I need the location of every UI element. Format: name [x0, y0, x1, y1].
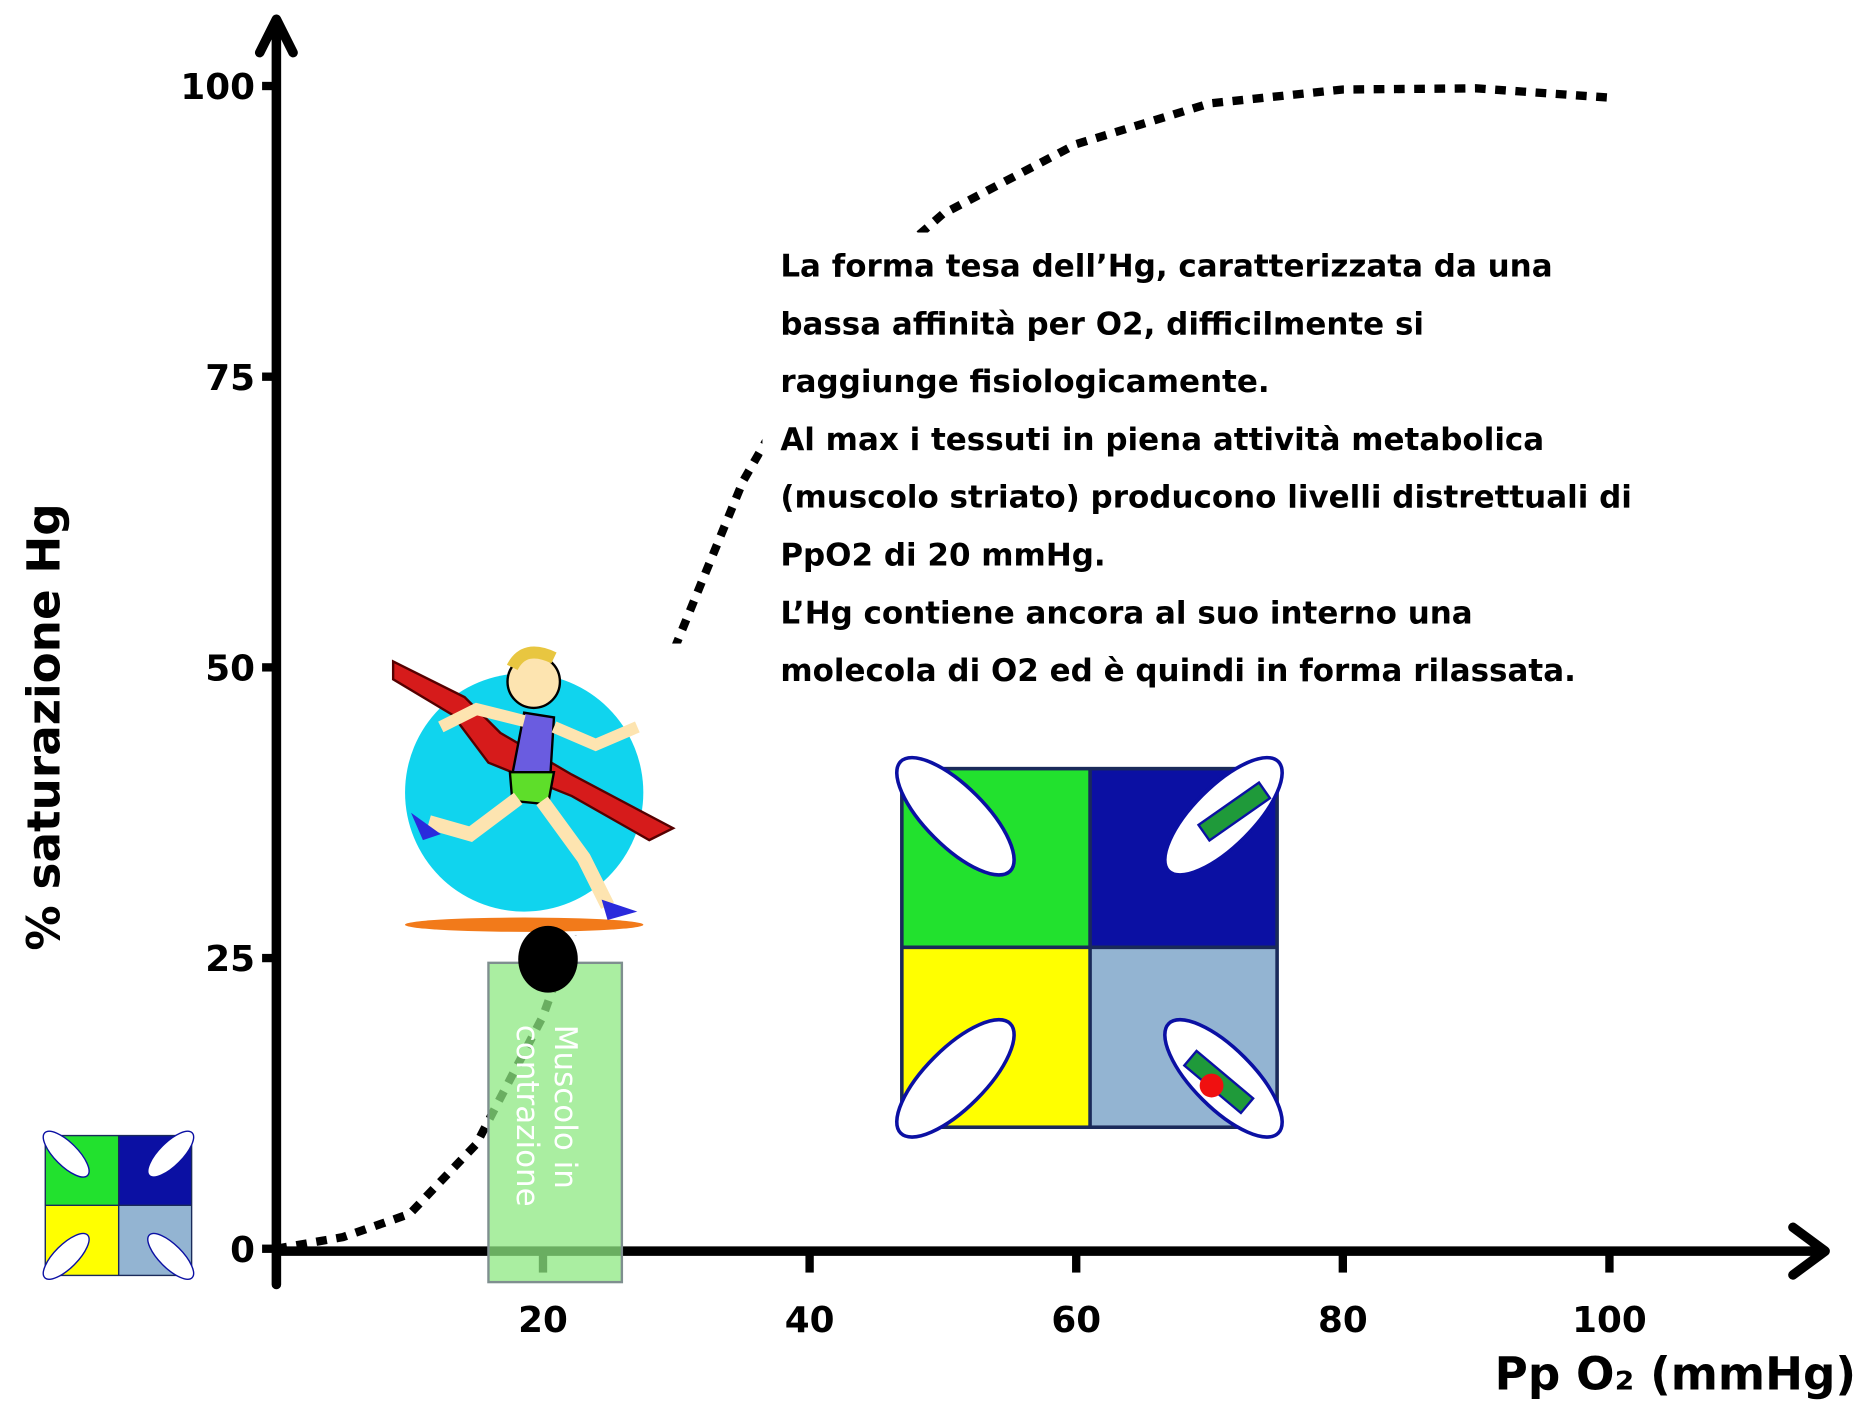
box-label-line: Muscolo in: [547, 1025, 583, 1189]
annotation-background: [762, 232, 1752, 698]
x-tick-label: 40: [785, 1300, 835, 1341]
y-tick-label: 50: [205, 648, 255, 689]
annotation: La forma tesa dell’Hg, caratterizzata da…: [780, 249, 1632, 689]
x-tick-label: 60: [1051, 1300, 1101, 1341]
y-tick-label: 25: [205, 939, 255, 980]
hemoglobin-small: [35, 1123, 201, 1287]
annotation-line: Al max i tessuti in piena attività metab…: [780, 422, 1544, 458]
y-tick-label: 100: [180, 67, 255, 108]
x-axis-label: Pp O₂ (mmHg): [1495, 1347, 1856, 1400]
x-tick-label: 80: [1318, 1300, 1368, 1341]
x-tick-label: 20: [518, 1300, 568, 1341]
annotation-line: bassa affinità per O2, difficilmente si: [780, 306, 1424, 342]
x-tick-label: 100: [1572, 1300, 1647, 1341]
y-tick-label: 75: [205, 358, 255, 399]
annotation-line: La forma tesa dell’Hg, caratterizzata da…: [780, 249, 1552, 285]
annotation-line: L’Hg contiene ancora al suo interno una: [780, 595, 1472, 631]
box-label: Muscolo incontrazione: [509, 1025, 583, 1207]
hemoglobin-large: [877, 738, 1302, 1156]
runner-image: [390, 643, 683, 936]
y-tick-label: 0: [230, 1230, 255, 1271]
annotation-line: raggiunge fisiologicamente.: [780, 364, 1269, 400]
y-axis-label: % saturazione Hg: [18, 503, 71, 950]
plot-area: 0 25 50 75 100 20 40 60 80 100 Pp O₂ (mmHg) % satur…: [18, 14, 1856, 1400]
annotation-line: PpO2 di 20 mmHg.: [780, 538, 1105, 574]
box-label-line: contrazione: [509, 1025, 545, 1207]
y-axis: [254, 14, 298, 1290]
annotation-line: (muscolo striato) producono livelli dist…: [780, 480, 1632, 516]
muscle-box: Muscolo incontrazione: [487, 925, 624, 1284]
annotation-line: molecola di O2 ed è quindi in forma rila…: [780, 653, 1576, 689]
